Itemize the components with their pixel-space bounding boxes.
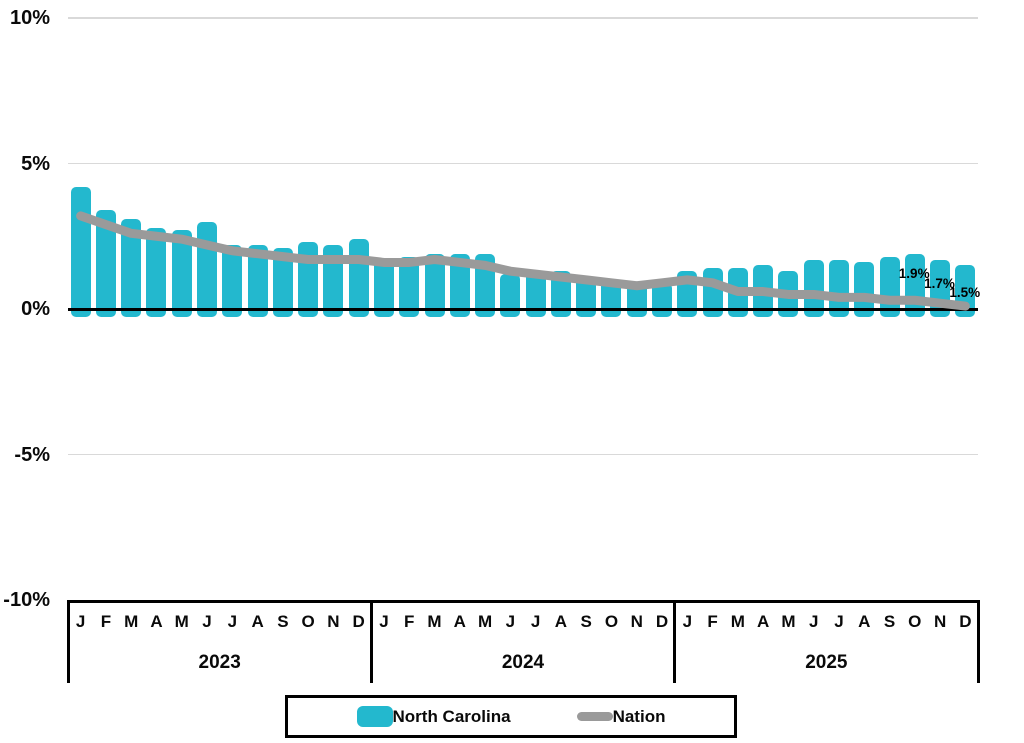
bar-month-3: [146, 227, 167, 317]
x-axis-year-label-2024: 2024: [501, 652, 545, 673]
y-axis-tick-label: -5%: [14, 443, 50, 466]
x-axis-top-border: [68, 600, 978, 603]
x-axis-month-label: D: [352, 612, 365, 631]
x-axis-month-label: J: [505, 612, 516, 631]
bar-month-20: [576, 276, 597, 317]
bar-month-7: [247, 244, 268, 317]
x-axis-month-label: J: [530, 612, 541, 631]
x-axis-separator: [673, 600, 677, 683]
x-axis-month-label: S: [883, 612, 896, 631]
x-axis-month-label: M: [477, 612, 493, 631]
legend-item-north-carolina: North Carolina: [356, 706, 511, 727]
x-axis-month-label: J: [202, 612, 212, 631]
gridline: [68, 453, 978, 456]
x-axis-month-label: F: [707, 612, 718, 631]
bar-month-21: [601, 279, 622, 317]
legend-label-nation: Nation: [612, 706, 666, 726]
zero-axis-line: [68, 307, 978, 311]
legend-label-north-carolina: North Carolina: [392, 706, 511, 726]
x-axis-month-label: O: [301, 612, 315, 631]
legend-swatch-north-carolina-bar: [356, 706, 393, 727]
x-axis-month-label: M: [781, 612, 796, 631]
x-axis-separator: [66, 600, 70, 683]
x-axis-separator: [369, 600, 373, 683]
bar-month-9: [298, 242, 319, 317]
x-axis-month-label: J: [834, 612, 844, 631]
x-axis-month-label: A: [150, 612, 163, 631]
x-axis-month-label: J: [682, 612, 693, 631]
bar-month-6: [222, 244, 243, 317]
x-axis-month-label: J: [379, 612, 389, 631]
bar-month-0: [70, 186, 91, 317]
y-axis-tick-label: 0%: [21, 298, 50, 320]
bar-month-11: [348, 239, 369, 317]
x-axis-year-label-2025: 2025: [805, 652, 848, 673]
gridline: [68, 162, 978, 165]
x-axis-month-label: M: [427, 612, 442, 631]
x-axis-month-label: O: [604, 612, 619, 631]
x-axis-month-label: J: [227, 612, 238, 631]
x-axis-separator: [976, 600, 980, 683]
x-axis-month-label: M: [730, 612, 745, 631]
x-axis-month-label: A: [251, 612, 264, 631]
x-axis-month-label: F: [100, 612, 112, 631]
x-axis-month-label: M: [174, 612, 189, 631]
x-axis-month-label: A: [554, 612, 568, 631]
x-axis-month-label: D: [655, 612, 669, 631]
x-axis-month-label: N: [327, 612, 340, 631]
bar-month-10: [323, 244, 344, 317]
gridline: [68, 17, 978, 19]
bar-month-5: [197, 221, 218, 317]
bar-month-23: [652, 282, 673, 317]
bar-month-17: [500, 274, 521, 317]
legend-item-nation: Nation: [576, 706, 666, 727]
bar-month-2: [121, 218, 142, 317]
x-axis-month-label: N: [933, 612, 947, 631]
x-axis-month-label: D: [959, 612, 972, 631]
x-axis-month-label: N: [630, 612, 643, 631]
y-axis-tick-label: -10%: [3, 589, 50, 611]
x-axis-month-label: A: [756, 612, 770, 631]
x-axis-month-label: S: [580, 612, 592, 631]
bar-month-4: [171, 230, 192, 317]
y-axis-tick-label: 10%: [9, 7, 50, 29]
x-axis-month-label: F: [404, 612, 415, 631]
legend-swatch-nation-line: [576, 712, 613, 721]
legend: North Carolina Nation: [285, 695, 737, 738]
y-axis-tick-label: 5%: [21, 152, 50, 175]
x-axis-month-label: J: [808, 612, 819, 631]
x-axis-month-label: O: [908, 612, 922, 631]
x-axis-month-label: J: [75, 612, 86, 631]
x-axis-month-label: M: [124, 612, 139, 631]
bar-month-22: [626, 282, 647, 317]
bar-month-1: [95, 210, 116, 317]
x-axis-year-label-2023: 2023: [198, 652, 241, 673]
x-axis-month-label: A: [858, 612, 871, 631]
x-axis-month-label: A: [453, 612, 466, 631]
x-axis-month-label: S: [277, 612, 289, 631]
data-label-1.5%: 1.5%: [949, 285, 981, 301]
